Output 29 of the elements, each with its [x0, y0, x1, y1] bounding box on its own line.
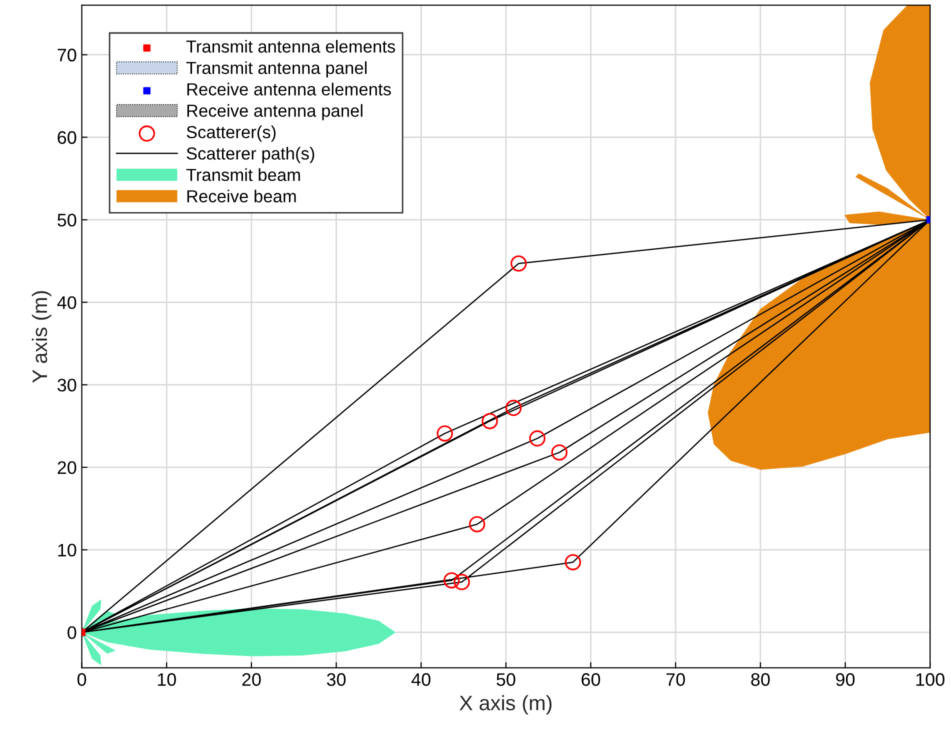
- y-tick-label: 0: [68, 626, 76, 640]
- legend-label: Transmit antenna panel: [186, 61, 367, 78]
- legend-label: Receive beam: [187, 190, 296, 202]
- x-axis-title: X axis (m): [460, 695, 552, 714]
- x-tick-label: 90: [836, 673, 855, 686]
- x-tick-label: 60: [582, 673, 600, 686]
- legend-label: Transmit beam: [186, 168, 300, 182]
- y-tick-label: 20: [58, 461, 76, 474]
- y-tick-label: 50: [58, 214, 76, 226]
- legend-label: Scatterer(s): [186, 126, 276, 142]
- y-tick-label: 10: [58, 544, 76, 557]
- x-tick-label: 0: [77, 673, 86, 686]
- legend-label: Receive antenna panel: [187, 104, 362, 120]
- x-tick-label: 50: [496, 673, 516, 686]
- x-tick-label: 40: [411, 673, 430, 686]
- x-tick-label: 30: [326, 673, 346, 686]
- y-tick-label: 40: [57, 296, 76, 309]
- x-tick-label: 20: [242, 673, 261, 686]
- y-tick-label: 30: [58, 378, 76, 392]
- x-tick-label: 70: [666, 673, 685, 686]
- y-tick-label: 70: [58, 48, 76, 62]
- legend-label: Receive antenna elements: [187, 82, 391, 96]
- legend-label: Scatterer path(s): [186, 146, 314, 164]
- y-axis-title: Y axis (m): [32, 291, 52, 383]
- y-tick-label: 60: [58, 131, 76, 144]
- x-tick-label: 100: [916, 673, 944, 686]
- legend-label: Transmit antenna elements: [186, 40, 396, 53]
- x-tick-label: 10: [158, 673, 176, 686]
- x-tick-label: 80: [751, 673, 770, 686]
